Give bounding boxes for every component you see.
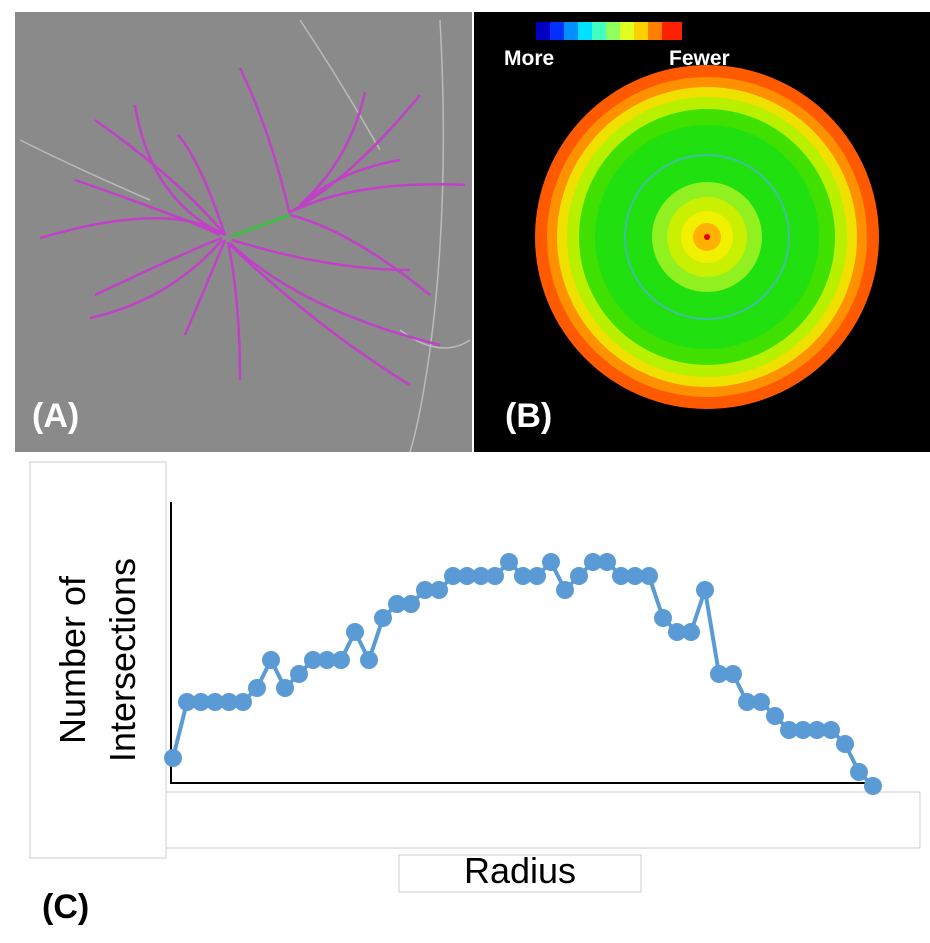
colorbar-step (662, 22, 682, 40)
colorbar-step (620, 22, 635, 40)
data-point (752, 693, 770, 711)
data-point (276, 679, 294, 697)
data-point (402, 595, 420, 613)
data-point (248, 679, 266, 697)
data-point (346, 623, 364, 641)
data-point (262, 651, 280, 669)
colorbar-step (606, 22, 621, 40)
figure: (A) More Fewer (B) Radiu (0, 0, 930, 943)
ring (704, 234, 710, 240)
data-point (500, 553, 518, 571)
data-point (850, 763, 868, 781)
data-point (836, 735, 854, 753)
colorbar-step (648, 22, 663, 40)
x-axis-label: Radius (464, 850, 576, 891)
data-point (234, 693, 252, 711)
colorbar-step (564, 22, 579, 40)
colorbar-step (550, 22, 565, 40)
axis-frame (166, 792, 920, 848)
panel-label: (A) (32, 397, 79, 435)
data-point (724, 665, 742, 683)
data-point (864, 777, 882, 795)
data-point (766, 707, 784, 725)
y-axis-label: Number of Intersections (48, 530, 148, 790)
colorbar-step (592, 22, 607, 40)
data-point (822, 721, 840, 739)
data-point (682, 623, 700, 641)
data-point (654, 609, 672, 627)
data-point (542, 553, 560, 571)
data-point (486, 567, 504, 585)
data-point (598, 553, 616, 571)
colorbar (536, 22, 682, 40)
data-point (332, 651, 350, 669)
colorbar-step (536, 22, 551, 40)
figure-canvas: (A) More Fewer (B) Radiu (0, 0, 930, 943)
data-point (556, 581, 574, 599)
data-point (528, 567, 546, 585)
data-point (640, 567, 658, 585)
colorbar-step (634, 22, 649, 40)
data-point (430, 581, 448, 599)
data-point (290, 665, 308, 683)
data-point (570, 567, 588, 585)
colorbar-step (578, 22, 593, 40)
data-point (164, 749, 182, 767)
data-point (374, 609, 392, 627)
panel-b (474, 12, 930, 452)
data-line (173, 562, 873, 786)
colorbar-label: Fewer (669, 47, 730, 70)
data-point (360, 651, 378, 669)
panel-a (15, 12, 472, 452)
colorbar-label: More (504, 47, 554, 70)
data-point (696, 581, 714, 599)
panel-label: (B) (505, 397, 552, 435)
panel-label: (C) (42, 888, 89, 926)
